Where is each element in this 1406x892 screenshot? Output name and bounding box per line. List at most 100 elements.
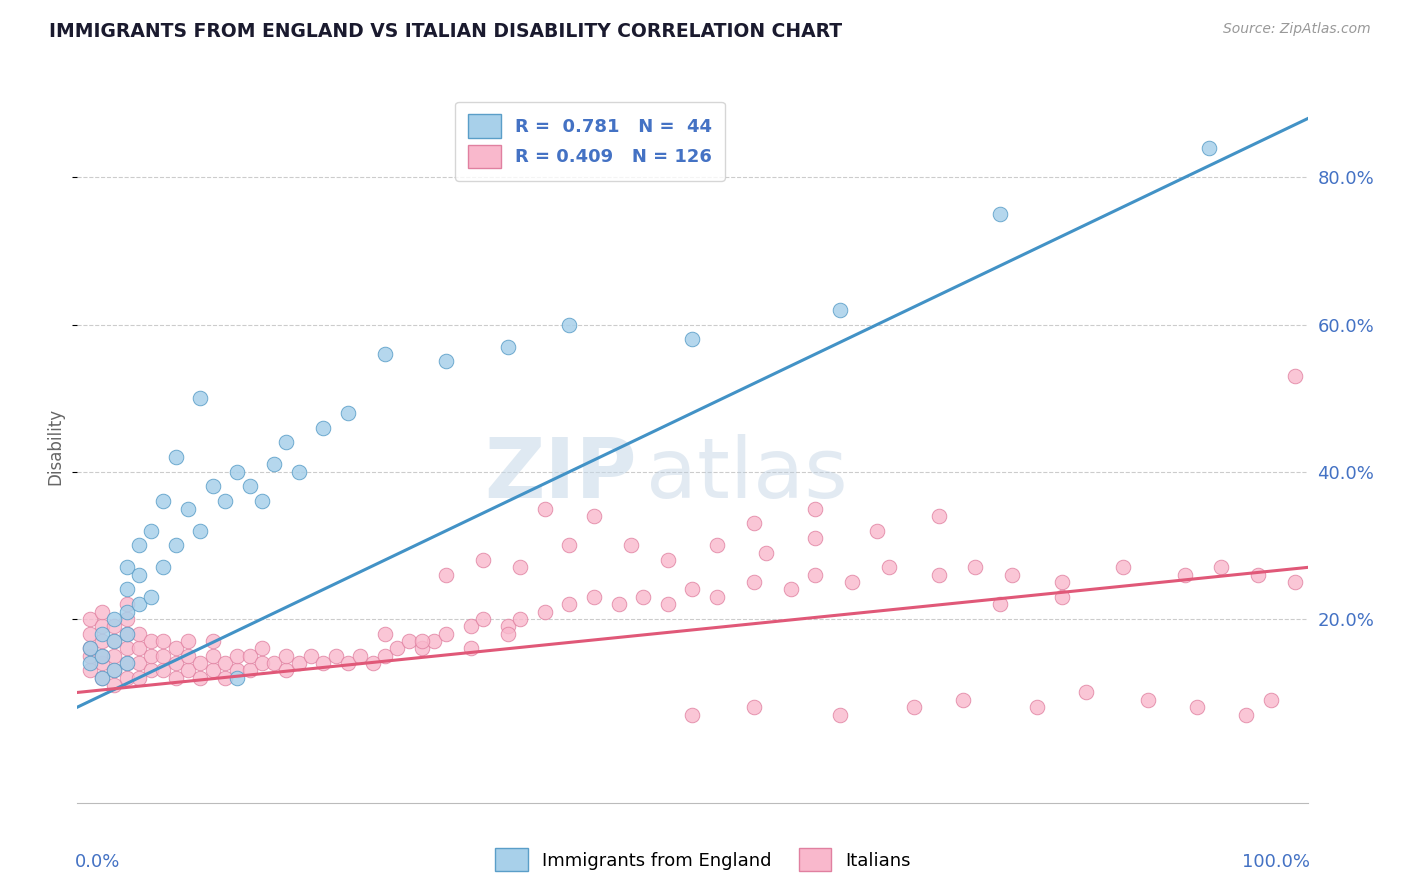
Point	[90, 671, 114, 685]
Point	[103, 664, 125, 678]
Point	[201, 479, 224, 493]
Point	[411, 634, 433, 648]
Point	[1185, 700, 1208, 714]
Text: Source: ZipAtlas.com: Source: ZipAtlas.com	[1223, 22, 1371, 37]
Point	[337, 656, 360, 670]
Point	[90, 648, 114, 663]
Point	[250, 656, 273, 670]
Point	[558, 597, 581, 611]
Point	[866, 524, 889, 538]
Point	[239, 664, 262, 678]
Point	[534, 501, 557, 516]
Point	[90, 656, 114, 670]
Point	[374, 347, 396, 361]
Point	[128, 671, 150, 685]
Point	[79, 664, 101, 678]
Point	[742, 700, 765, 714]
Point	[374, 626, 396, 640]
Point	[928, 567, 950, 582]
Point	[472, 553, 495, 567]
Point	[1198, 141, 1220, 155]
Point	[177, 648, 200, 663]
Point	[509, 560, 531, 574]
Point	[128, 641, 150, 656]
Point	[103, 664, 125, 678]
Point	[152, 664, 174, 678]
Point	[780, 582, 803, 597]
Text: ZIP: ZIP	[485, 434, 637, 515]
Point	[128, 626, 150, 640]
Point	[165, 641, 187, 656]
Point	[90, 634, 114, 648]
Point	[607, 597, 630, 611]
Point	[79, 641, 101, 656]
Point	[115, 641, 138, 656]
Point	[177, 634, 200, 648]
Point	[830, 707, 852, 722]
Point	[558, 538, 581, 552]
Point	[226, 648, 249, 663]
Point	[657, 597, 679, 611]
Point	[250, 494, 273, 508]
Point	[188, 656, 212, 670]
Point	[128, 597, 150, 611]
Point	[804, 567, 827, 582]
Point	[103, 634, 125, 648]
Point	[742, 516, 765, 531]
Point	[90, 619, 114, 633]
Point	[141, 648, 163, 663]
Point	[841, 575, 863, 590]
Point	[804, 501, 827, 516]
Point	[706, 590, 728, 604]
Point	[496, 340, 519, 354]
Point	[103, 634, 125, 648]
Point	[226, 664, 249, 678]
Point	[239, 648, 262, 663]
Point	[214, 656, 236, 670]
Point	[188, 671, 212, 685]
Point	[115, 656, 138, 670]
Point	[804, 531, 827, 545]
Point	[1076, 685, 1098, 699]
Point	[263, 458, 285, 472]
Point	[79, 656, 101, 670]
Point	[141, 524, 163, 538]
Point	[103, 648, 125, 663]
Point	[90, 605, 114, 619]
Point	[103, 612, 125, 626]
Point	[90, 671, 114, 685]
Point	[79, 612, 101, 626]
Point	[299, 648, 322, 663]
Point	[903, 700, 925, 714]
Point	[509, 612, 531, 626]
Point	[263, 656, 285, 670]
Point	[312, 420, 335, 434]
Point	[1284, 575, 1306, 590]
Point	[460, 619, 482, 633]
Point	[1026, 700, 1049, 714]
Point	[152, 560, 174, 574]
Point	[879, 560, 901, 574]
Text: atlas: atlas	[645, 434, 848, 515]
Point	[115, 560, 138, 574]
Point	[115, 671, 138, 685]
Point	[682, 707, 704, 722]
Point	[165, 538, 187, 552]
Point	[657, 553, 679, 567]
Point	[496, 619, 519, 633]
Point	[472, 612, 495, 626]
Point	[90, 626, 114, 640]
Point	[398, 634, 420, 648]
Point	[558, 318, 581, 332]
Point	[250, 641, 273, 656]
Point	[583, 508, 606, 523]
Point	[115, 605, 138, 619]
Point	[436, 354, 458, 368]
Point	[988, 597, 1011, 611]
Text: 0.0%: 0.0%	[75, 853, 121, 871]
Point	[1247, 567, 1270, 582]
Point	[496, 626, 519, 640]
Point	[312, 656, 335, 670]
Point	[633, 590, 655, 604]
Point	[115, 626, 138, 640]
